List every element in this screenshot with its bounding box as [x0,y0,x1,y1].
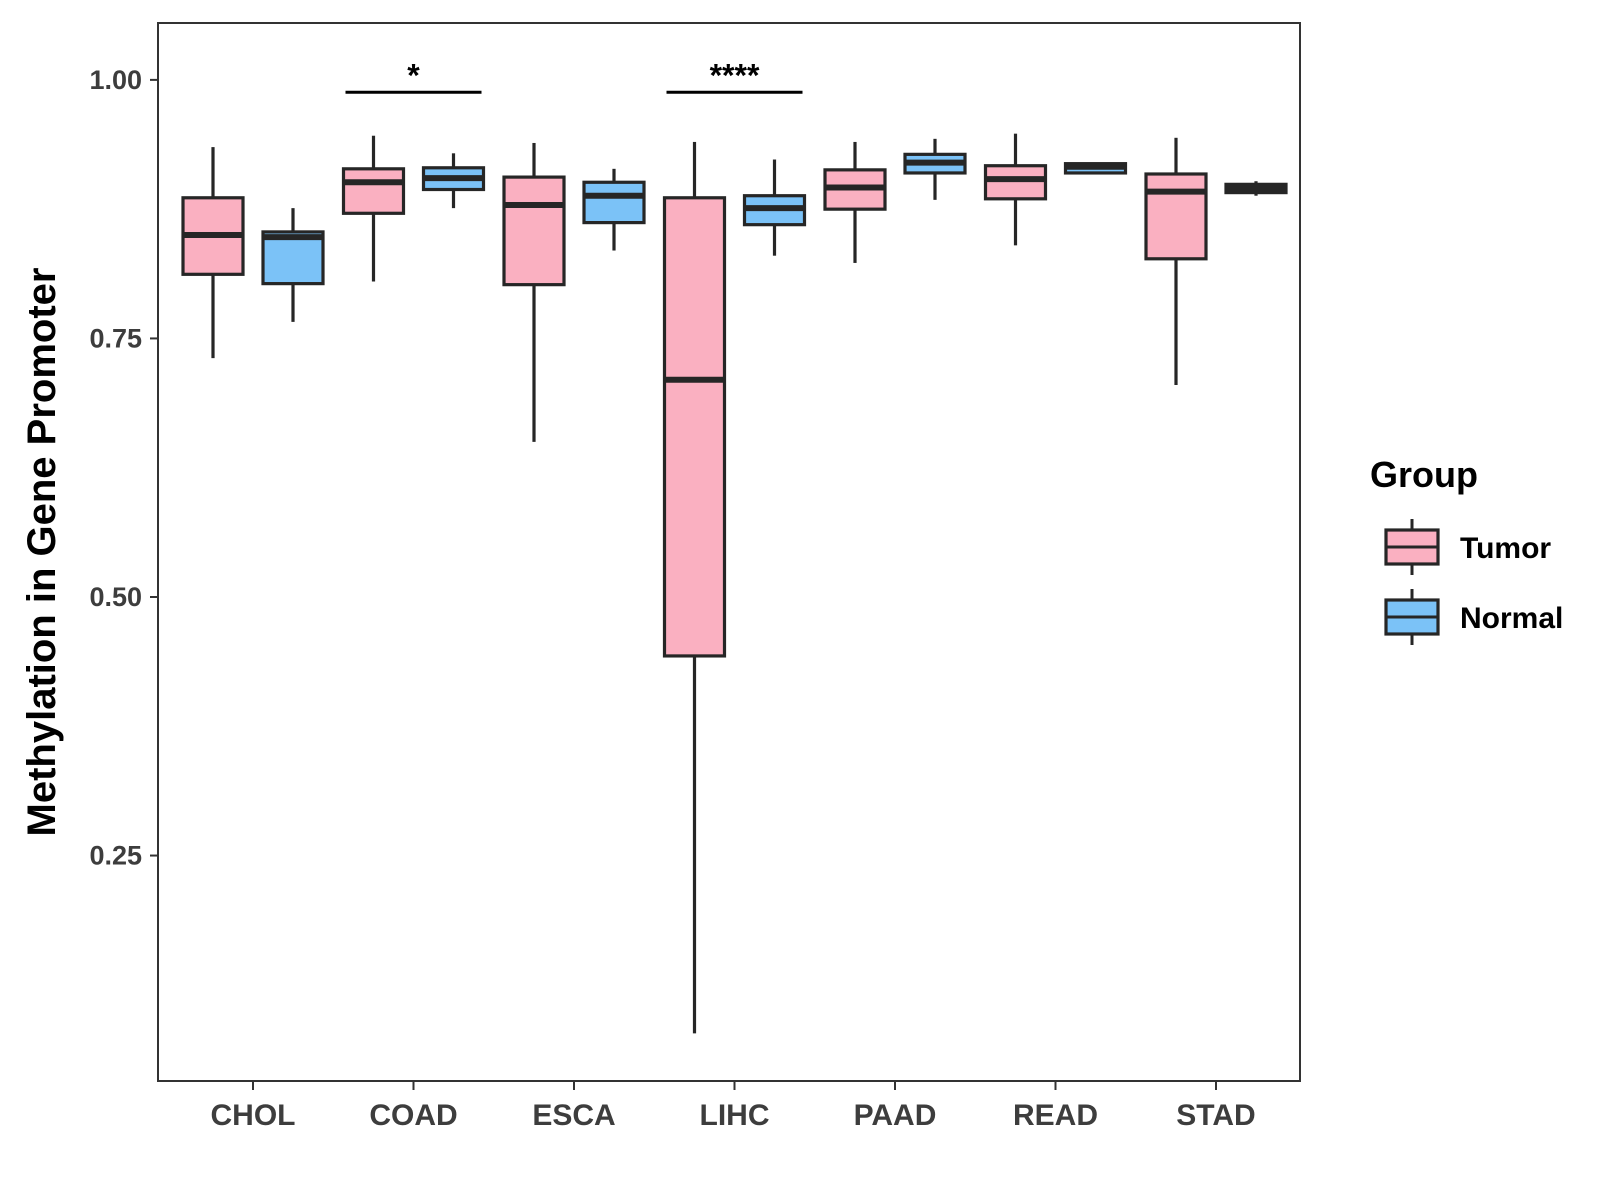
iqr-box [1144,172,1208,261]
significance-label: * [407,57,420,93]
tumor-box-chol [181,147,245,359]
legend-label-normal: Normal [1460,602,1563,635]
x-tick-label: COAD [369,1099,457,1132]
tumor-box-stad [1144,137,1208,385]
normal-box-lihc [742,159,807,256]
legend-key-normal [1384,589,1440,645]
tumor-box-read [983,133,1048,246]
legend-title: Group [1370,454,1478,495]
plot-panel-border [157,22,1301,1082]
iqr-box [662,196,727,658]
iqr-box [983,164,1048,201]
y-axis-title: Methylation in Gene Promoter [20,268,64,837]
plot-layer: * **** [181,57,1288,1034]
x-tick-label: ESCA [532,1099,615,1132]
tumor-box-coad [341,135,406,282]
x-tick-label: CHOL [211,1099,296,1132]
normal-box-coad [421,153,486,209]
legend-label-tumor: Tumor [1460,532,1551,565]
tumor-box-paad [823,141,887,263]
iqr-box [341,167,406,215]
normal-box-read [1063,162,1128,175]
x-tick-label: READ [1013,1099,1098,1132]
x-axis: CHOL COAD ESCA LIHC PAAD READ STAD [211,1081,1256,1132]
y-tick-label: 0.75 [89,323,142,353]
normal-box-esca [582,168,646,251]
tumor-box-esca [502,142,566,442]
legend-key-tumor [1384,519,1440,575]
y-tick-label: 0.25 [89,841,142,871]
x-tick-label: STAD [1176,1099,1255,1132]
iqr-box [502,175,566,287]
y-tick-label: 1.00 [89,65,142,95]
plot-panel [158,23,1300,1081]
y-tick-label: 0.50 [89,582,142,612]
legend: Group Tumor Normal [1370,454,1563,645]
y-axis: 0.25 0.50 0.75 1.00 [89,65,158,871]
normal-box-stad [1224,181,1288,196]
x-tick-label: LIHC [700,1099,770,1132]
normal-box-chol [261,208,325,322]
x-tick-label: PAAD [854,1099,937,1132]
significance-label: **** [710,57,760,93]
iqr-box [582,180,646,225]
tumor-box-lihc [662,141,727,1034]
normal-box-paad [903,138,967,200]
iqr-box [261,230,325,286]
